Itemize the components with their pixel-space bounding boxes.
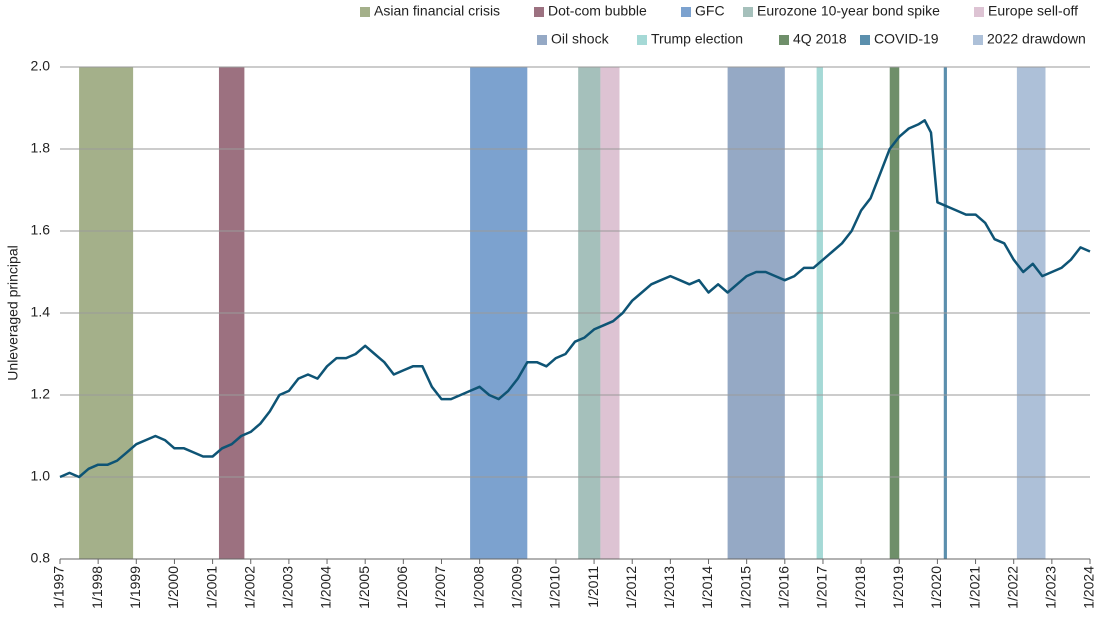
x-tick-label: 1/2007 bbox=[432, 566, 448, 609]
x-tick-label: 1/2022 bbox=[1004, 566, 1020, 609]
legend-label: Eurozone 10-year bond spike bbox=[757, 3, 940, 19]
legend-swatch bbox=[974, 7, 984, 17]
legend-swatch bbox=[534, 7, 544, 17]
x-tick-label: 1/2006 bbox=[394, 566, 410, 609]
y-tick-label: 1.6 bbox=[31, 222, 51, 238]
legend-label: Trump election bbox=[651, 31, 743, 47]
x-tick-label: 1/2004 bbox=[318, 566, 334, 609]
x-tick-label: 1/2020 bbox=[928, 566, 944, 609]
x-tick-label: 1/1997 bbox=[51, 566, 67, 609]
y-tick-label: 1.8 bbox=[31, 140, 51, 156]
legend-label: 4Q 2018 bbox=[793, 31, 847, 47]
x-tick-label: 1/2017 bbox=[814, 566, 830, 609]
x-tick-label: 1/2009 bbox=[508, 566, 524, 609]
legend-label: Europe sell-off bbox=[988, 3, 1078, 19]
x-tick-label: 1/2003 bbox=[280, 566, 296, 609]
legend-label: 2022 drawdown bbox=[987, 31, 1086, 47]
x-tick-label: 1/2008 bbox=[470, 566, 486, 609]
x-tick-label: 1/2023 bbox=[1043, 566, 1059, 609]
legend-swatch bbox=[779, 35, 789, 45]
legend-swatch bbox=[537, 35, 547, 45]
x-tick-label: 1/2012 bbox=[623, 566, 639, 609]
x-tick-label: 1/2016 bbox=[776, 566, 792, 609]
legend-label: COVID-19 bbox=[874, 31, 939, 47]
x-tick-label: 1/2014 bbox=[699, 566, 715, 609]
x-tick-label: 1/2013 bbox=[661, 566, 677, 609]
x-tick-label: 1/2015 bbox=[737, 566, 753, 609]
y-tick-label: 1.2 bbox=[31, 386, 51, 402]
legend-label: Asian financial crisis bbox=[374, 3, 500, 19]
legend-swatch bbox=[973, 35, 983, 45]
legend-swatch bbox=[743, 7, 753, 17]
x-tick-label: 1/2019 bbox=[890, 566, 906, 609]
y-tick-label: 2.0 bbox=[31, 58, 51, 74]
legend-swatch bbox=[681, 7, 691, 17]
x-tick-label: 1/2001 bbox=[203, 566, 219, 609]
legend-swatch bbox=[637, 35, 647, 45]
x-tick-label: 1/1999 bbox=[127, 566, 143, 609]
x-tick-label: 1/2002 bbox=[241, 566, 257, 609]
legend-label: GFC bbox=[695, 3, 725, 19]
x-tick-label: 1/2005 bbox=[356, 566, 372, 609]
legend-swatch bbox=[860, 35, 870, 45]
x-tick-label: 1/2010 bbox=[547, 566, 563, 609]
series-line bbox=[59, 119, 1091, 479]
y-tick-label: 0.8 bbox=[31, 550, 51, 566]
legend-label: Dot-com bubble bbox=[548, 3, 647, 19]
x-tick-label: 1/2021 bbox=[966, 566, 982, 609]
x-tick-label: 1/2000 bbox=[165, 566, 181, 609]
y-axis-label: Unleveraged principal bbox=[5, 245, 21, 380]
x-tick-label: 1/2018 bbox=[852, 566, 868, 609]
x-tick-label: 1/2011 bbox=[585, 566, 601, 608]
x-tick-label: 1/2024 bbox=[1081, 566, 1097, 609]
y-tick-label: 1.4 bbox=[31, 304, 51, 320]
legend-swatch bbox=[360, 7, 370, 17]
legend-label: Oil shock bbox=[551, 31, 610, 47]
x-tick-label: 1/1998 bbox=[89, 566, 105, 609]
y-tick-label: 1.0 bbox=[31, 468, 51, 484]
